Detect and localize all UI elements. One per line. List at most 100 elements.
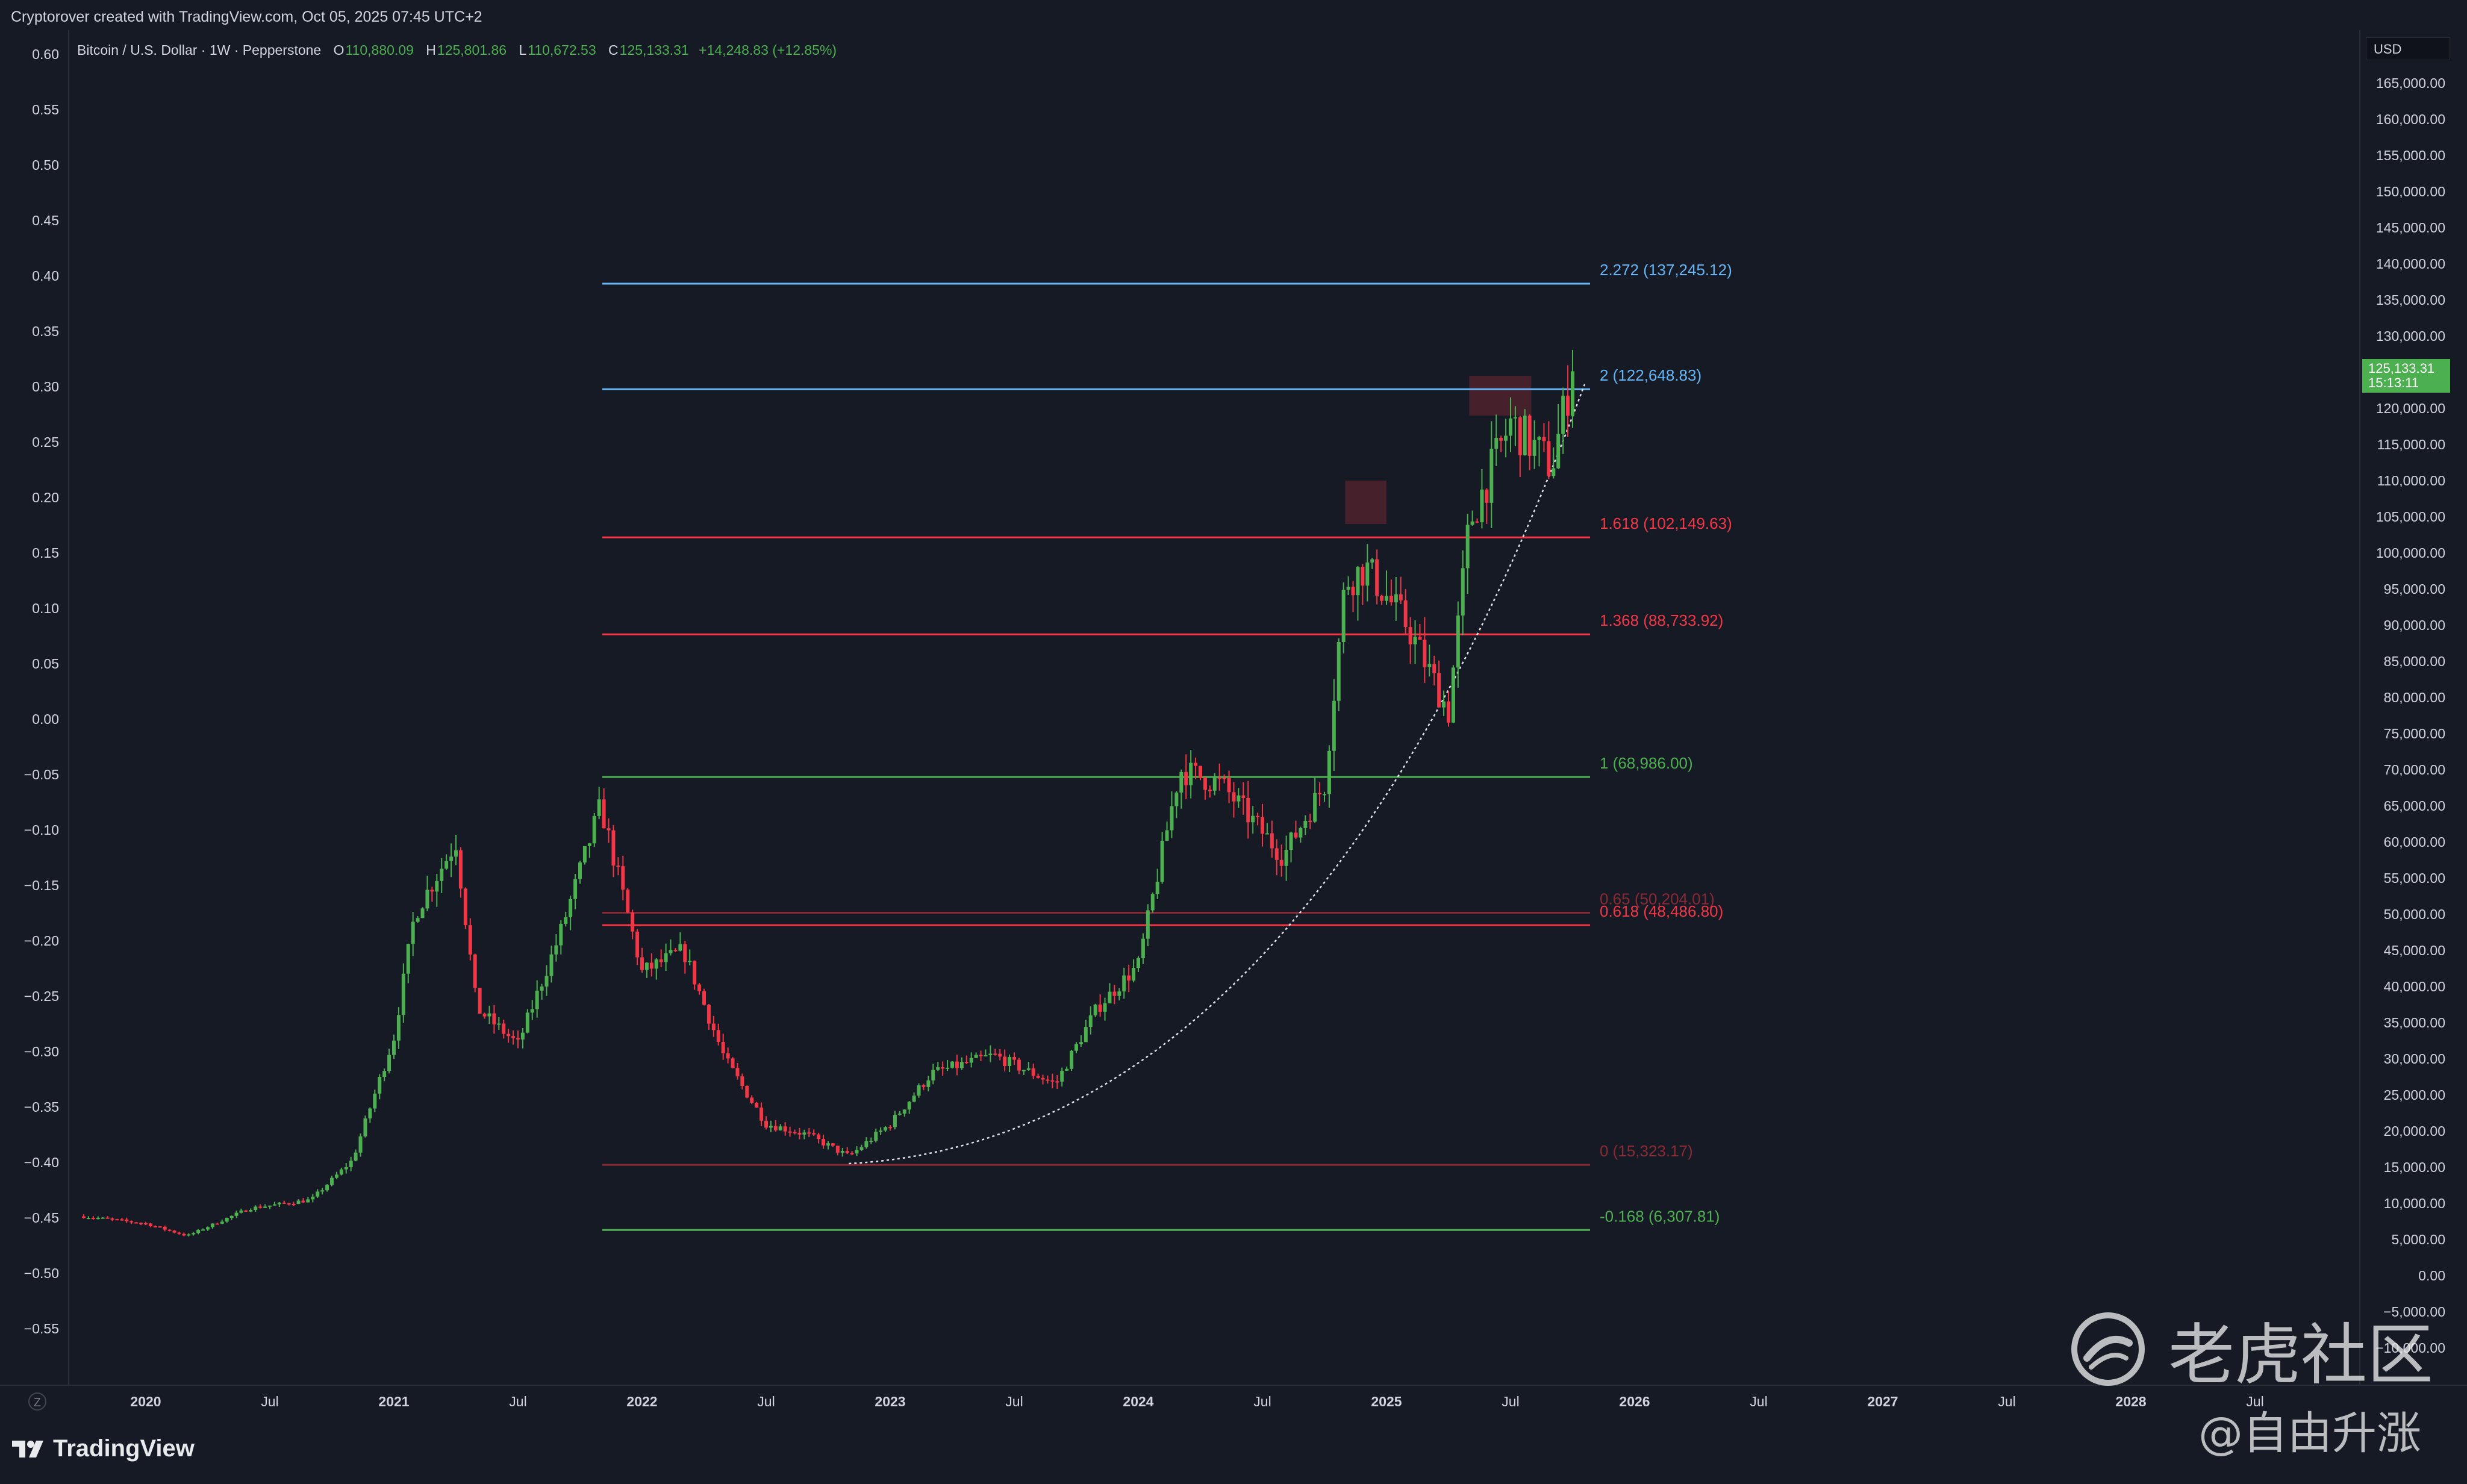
price-axis-tick: 75,000.00	[2384, 726, 2445, 741]
price-axis-tick: 145,000.00	[2376, 220, 2445, 235]
candle	[1523, 409, 1527, 456]
fibonacci-levels: 2.272 (137,245.12) 2 (122,648.83) 1.618 (1…	[602, 261, 1732, 1231]
candle	[1060, 1067, 1064, 1086]
candle-body	[974, 1055, 978, 1058]
candle-body	[1079, 1042, 1083, 1044]
candle-body	[1461, 568, 1465, 616]
candle-body	[1098, 1004, 1102, 1012]
candle	[1423, 617, 1427, 683]
candle-body	[1060, 1070, 1064, 1082]
candle-body	[144, 1223, 148, 1225]
candle-body	[1403, 600, 1408, 628]
candle	[731, 1057, 735, 1068]
resistance-box	[1345, 481, 1386, 524]
candle	[1327, 745, 1331, 808]
candle-body	[1179, 772, 1184, 793]
candle	[1155, 868, 1159, 899]
candle	[969, 1052, 973, 1068]
candle	[110, 1217, 114, 1221]
candle-body	[344, 1167, 348, 1170]
candle	[1380, 594, 1384, 605]
fib-level-label: 0.618 (48,486.80)	[1600, 902, 1723, 920]
resistance-box	[1469, 376, 1532, 416]
candle-body	[635, 931, 640, 958]
candle-body	[1518, 417, 1522, 455]
candle	[268, 1205, 272, 1209]
ratio-axis-tick: −0.05	[24, 767, 59, 782]
candle	[984, 1049, 988, 1057]
candle-body	[478, 988, 482, 1014]
ratio-axis-tick: −0.10	[24, 822, 59, 838]
ratio-axis-tick: 0.10	[32, 600, 59, 616]
tradingview-logo[interactable]: TradingView	[12, 1435, 195, 1462]
candle	[1485, 488, 1489, 524]
candle-body	[564, 917, 568, 924]
candle-body	[1494, 437, 1499, 449]
candle	[1050, 1073, 1055, 1089]
candle	[1222, 774, 1226, 784]
candle-body	[234, 1212, 239, 1216]
candle	[1046, 1075, 1050, 1084]
candle-body	[1346, 587, 1350, 590]
candle-body	[817, 1134, 821, 1140]
candle	[449, 843, 454, 878]
candle-body	[988, 1053, 993, 1056]
candle-body	[263, 1206, 267, 1208]
candle	[192, 1232, 196, 1236]
chart-area[interactable]: 2.272 (137,245.12) 2 (122,648.83) 1.618 (1…	[0, 30, 2467, 1415]
candle	[1227, 770, 1231, 803]
candle	[1122, 967, 1126, 999]
candle-body	[125, 1219, 129, 1221]
candle-body	[1170, 806, 1174, 831]
ratio-axis-tick: 0.05	[32, 656, 59, 672]
price-axis-tick: 10,000.00	[2384, 1196, 2445, 1211]
candle	[573, 874, 578, 909]
candle-body	[654, 959, 658, 969]
candle-body	[363, 1118, 367, 1136]
candle-body	[105, 1217, 110, 1219]
candle	[864, 1137, 869, 1149]
candle	[1318, 782, 1322, 806]
candle-body	[835, 1146, 840, 1153]
candle	[669, 939, 673, 956]
candle-body	[955, 1061, 959, 1068]
candle-body	[616, 865, 620, 867]
candle	[597, 787, 601, 820]
candle	[1294, 820, 1298, 840]
candle	[611, 825, 616, 878]
candle	[101, 1217, 105, 1219]
time-axis-z-button[interactable]: Z	[28, 1392, 46, 1411]
candle	[955, 1055, 959, 1076]
watermark: 老虎社区 @自由升涨	[2066, 1301, 2457, 1476]
candle-body	[783, 1126, 787, 1132]
candle	[1232, 782, 1236, 818]
candle	[206, 1226, 210, 1231]
price-chart[interactable]: 2.272 (137,245.12) 2 (122,648.83) 1.618 (1…	[0, 30, 2467, 1415]
candle-body	[1194, 762, 1198, 766]
candle-body	[1284, 849, 1288, 866]
candle-body	[507, 1034, 511, 1037]
candle	[272, 1202, 276, 1206]
candle-body	[1274, 848, 1279, 860]
candle-body	[1537, 437, 1541, 440]
candle-body	[926, 1080, 931, 1087]
currency-selector[interactable]: USD	[2366, 37, 2450, 60]
candle	[998, 1049, 1002, 1061]
candle	[1513, 406, 1517, 447]
candle-body	[373, 1093, 377, 1109]
candle-body	[1456, 615, 1460, 668]
candle	[831, 1143, 835, 1147]
candle	[822, 1134, 826, 1149]
candle-body	[1137, 958, 1140, 968]
tiger-emblem-icon	[2071, 1312, 2145, 1386]
candle	[463, 887, 467, 929]
candle-body	[1513, 417, 1517, 419]
candle-body	[1160, 840, 1164, 882]
candle-body	[1232, 792, 1236, 802]
candle-body	[411, 921, 415, 944]
candle	[1361, 564, 1365, 606]
candle-body	[1174, 792, 1179, 806]
time-axis-tick: 2023	[875, 1394, 905, 1409]
candle	[759, 1102, 764, 1126]
candle	[105, 1216, 110, 1219]
